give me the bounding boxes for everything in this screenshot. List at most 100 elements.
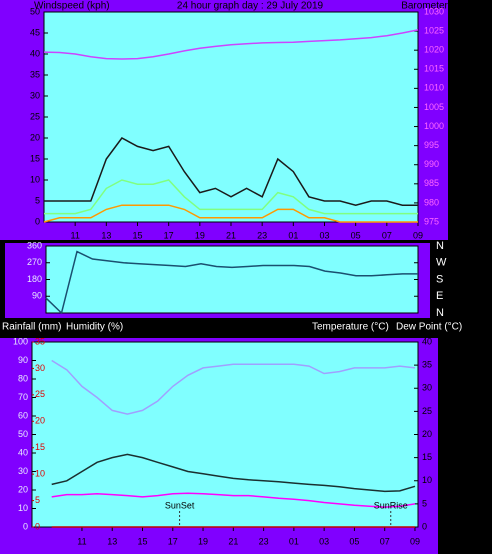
y-tick-label: 40 [30,48,40,58]
y2-tick-label: 1005 [424,102,444,112]
series-line [43,29,419,60]
y3-tick-label: 0 [35,521,40,531]
y2-tick-label: 0 [422,521,427,531]
x-tick-label: 05 [349,536,359,546]
y-tick-label: 90 [18,355,28,365]
y2-axis-label: Barometer (hpa) [401,1,474,12]
series-line [51,359,416,415]
y2-tick-label: N [436,307,444,319]
x-tick-label: 09 [410,536,420,546]
y-tick-label: 180 [27,274,42,284]
x-tick-label: 19 [195,230,205,240]
y2-axis-label: Temperature (°C) [312,322,389,333]
y3-axis-label: Rainfall (mm) [2,322,61,333]
y-tick-label: 5 [35,195,40,205]
x-tick-label: 11 [77,536,86,546]
y-tick-label: 50 [30,6,40,16]
y3-tick-label: 10 [35,469,45,479]
y3-tick-label: 35 [35,336,45,346]
y2-tick-label: 30 [422,383,432,393]
y-axis-label: Windspeed (kph) [34,1,110,12]
annotation: SunSet [165,500,195,510]
x-tick-label: 05 [351,230,361,240]
y2-tick-label: 1010 [424,83,444,93]
x-tick-label: 15 [137,536,147,546]
y2-tick-label: S [436,273,443,285]
y2-tick-label: 1015 [424,64,444,74]
y3-tick-label: 15 [35,442,45,452]
y2-tick-label: 35 [422,360,432,370]
y2-tick-label: 975 [424,216,439,226]
y2-tick-label: 20 [422,429,432,439]
y2-tick-label: 5 [422,498,427,508]
x-tick-label: 07 [380,536,390,546]
y2-tick-label: 985 [424,178,439,188]
y2-tick-label: 1000 [424,121,444,131]
y-tick-label: 30 [18,466,28,476]
x-tick-label: 09 [413,230,423,240]
x-tick-label: 13 [101,230,111,240]
y2-tick-label: 25 [422,406,432,416]
y-tick-label: 40 [18,447,28,457]
y2-tick-label: 1020 [424,45,444,55]
y-tick-label: 35 [30,69,40,79]
x-tick-label: 01 [289,536,299,546]
y2-tick-label: 1030 [424,6,444,16]
x-tick-label: 21 [226,230,236,240]
y-tick-label: 20 [18,484,28,494]
y-axis-label: Humidity (%) [66,322,123,333]
x-tick-label: 23 [257,230,267,240]
y2-tick-label: 40 [422,336,432,346]
y-tick-label: 10 [30,174,40,184]
y-tick-label: 10 [18,503,28,513]
x-tick-label: 17 [164,230,174,240]
y2-tick-label: 15 [422,452,432,462]
y-tick-label: 0 [23,521,28,531]
x-tick-label: 17 [168,536,178,546]
series-line [51,492,416,508]
y-tick-label: 50 [18,429,28,439]
y-tick-label: 60 [18,410,28,420]
series-line [44,137,418,206]
x-tick-label: 15 [132,230,142,240]
y2-tick-label: W [436,257,447,269]
x-tick-label: 11 [70,230,79,240]
x-tick-label: 01 [288,230,298,240]
x-tick-label: 23 [259,536,269,546]
y4-axis-label: Dew Point (°C) [396,322,462,333]
y3-tick-label: 20 [35,416,45,426]
x-tick-label: 03 [319,230,329,240]
y-tick-label: 270 [27,257,42,267]
series-line [51,453,416,493]
x-tick-label: 07 [382,230,392,240]
x-tick-label: 13 [107,536,117,546]
y-tick-label: 25 [30,111,40,121]
plot-area [43,11,419,223]
y2-tick-label: 10 [422,475,432,485]
y2-tick-label: 995 [424,140,439,150]
y2-tick-label: 990 [424,159,439,169]
y-tick-label: 90 [32,291,42,301]
annotation: SunRise [374,500,408,510]
x-tick-label: 19 [198,536,208,546]
y-tick-label: 15 [30,153,40,163]
plot-area [31,341,419,528]
chart-title: 24 hour graph day : 29 July 2019 [177,1,324,12]
y2-tick-label: N [436,240,444,252]
y2-tick-label: E [436,290,443,302]
y3-tick-label: 5 [35,495,40,505]
x-tick-label: 03 [319,536,329,546]
series-line [44,179,418,215]
y-tick-label: 0 [35,216,40,226]
series-line [45,250,418,315]
y3-tick-label: 25 [35,389,45,399]
y-tick-label: 100 [13,336,28,346]
y2-tick-label: 1025 [424,25,444,35]
series-line [43,204,418,223]
y2-tick-label: 980 [424,197,439,207]
y-tick-label: 360 [27,240,42,250]
x-tick-label: 21 [228,536,238,546]
y-tick-label: 70 [18,392,28,402]
y-tick-label: 30 [30,90,40,100]
